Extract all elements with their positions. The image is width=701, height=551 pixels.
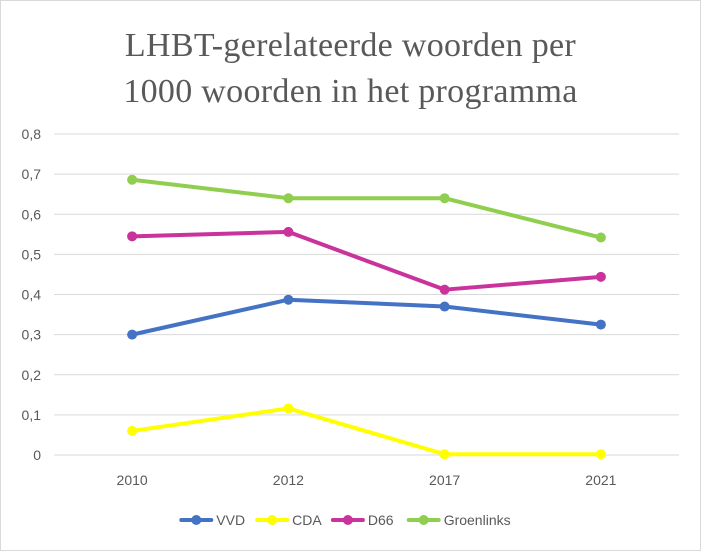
data-point-d66 (127, 231, 138, 242)
x-tick-label: 2010 (117, 472, 148, 488)
data-point-vvd (439, 301, 450, 312)
legend-label-d66: D66 (368, 512, 394, 528)
data-point-groenlinks (595, 232, 606, 243)
legend-marker-cda (267, 515, 278, 525)
data-point-groenlinks (283, 193, 294, 204)
series-line-d66 (130, 229, 603, 292)
data-point-cda (439, 449, 450, 460)
series-line-cda (130, 406, 603, 457)
data-point-d66 (283, 226, 294, 237)
legend-marker-vvd (191, 515, 202, 525)
x-tick-label: 2021 (585, 472, 616, 488)
x-tick-label: 2012 (273, 472, 304, 488)
y-tick-label: 0,3 (22, 327, 42, 343)
data-point-vvd (595, 319, 606, 330)
legend-marker-d66 (342, 515, 353, 525)
data-point-groenlinks (127, 174, 138, 185)
series-line-groenlinks (130, 177, 603, 240)
y-tick-label: 0,4 (22, 287, 42, 303)
data-point-groenlinks (439, 193, 450, 204)
data-point-cda (127, 425, 138, 436)
y-tick-label: 0,8 (22, 126, 42, 142)
y-tick-label: 0,5 (22, 246, 42, 262)
data-point-vvd (283, 294, 294, 305)
legend-marker-groenlinks (418, 515, 429, 525)
series-line-vvd (130, 297, 603, 337)
legend-label-groenlinks: Groenlinks (444, 512, 511, 528)
chart-title-line-2: 1000 woorden in het programma (123, 73, 578, 110)
data-point-vvd (127, 329, 138, 340)
y-tick-label: 0,1 (22, 407, 42, 423)
y-tick-label: 0,6 (22, 206, 42, 222)
legend-label-vvd: VVD (216, 512, 245, 528)
x-tick-label: 2017 (429, 472, 460, 488)
y-tick-label: 0,2 (22, 367, 42, 383)
data-point-cda (283, 403, 294, 414)
chart-title-line-1: LHBT-gerelateerde woorden per (124, 27, 577, 64)
legend-label-cda: CDA (292, 512, 322, 528)
chart-title: LHBT-gerelateerde woorden per 1000 woord… (1, 23, 700, 115)
y-tick-label: 0 (33, 447, 41, 463)
data-point-d66 (595, 271, 606, 282)
data-point-d66 (439, 284, 450, 295)
data-point-cda (595, 449, 606, 460)
y-tick-label: 0,7 (22, 166, 42, 182)
